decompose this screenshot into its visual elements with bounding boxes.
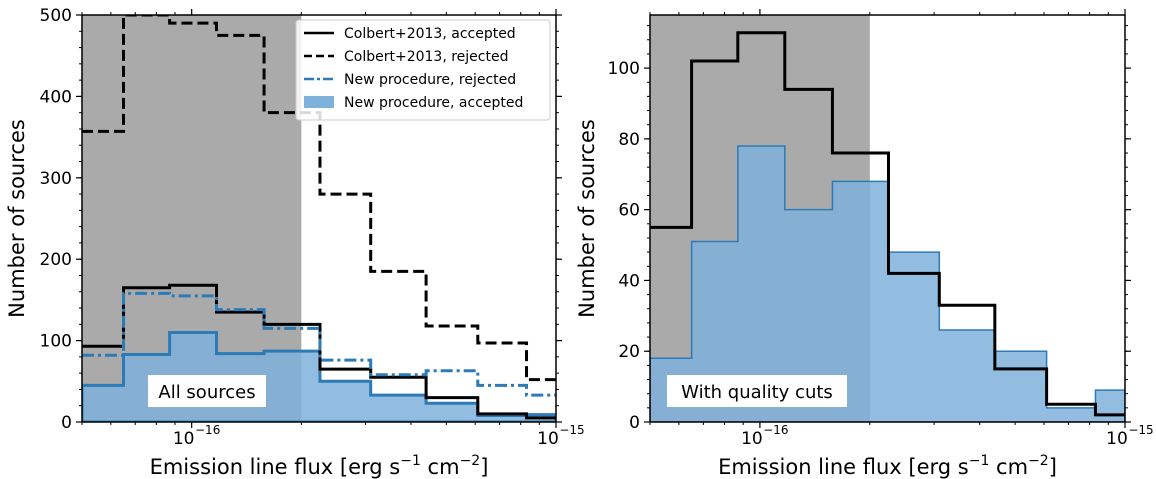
x-tick-exponent: −16 <box>195 423 220 437</box>
x-axis-label-part: −2 <box>460 453 481 469</box>
histogram-line-1 <box>82 15 556 382</box>
legend-label: Colbert+2013, accepted <box>344 26 516 42</box>
x-tick-exponent: −16 <box>763 423 788 437</box>
x-tick-exponent: −15 <box>1128 423 1153 437</box>
panel-label: All sources <box>158 382 255 403</box>
y-tick-label: 0 <box>629 413 640 433</box>
x-tick-label: 10 <box>173 429 195 449</box>
x-tick-exponent: −15 <box>559 423 584 437</box>
legend-swatch <box>304 96 334 108</box>
panel-label-box <box>148 375 266 407</box>
y-tick-label: 100 <box>608 59 640 79</box>
legend-label: Colbert+2013, rejected <box>344 49 509 65</box>
x-axis-label-part: −1 <box>969 453 990 469</box>
y-tick-label: 100 <box>40 332 72 352</box>
y-tick-label: 60 <box>618 201 640 221</box>
plot-frame <box>81 14 557 423</box>
x-axis-label-part: Emission line flux [erg s <box>150 455 401 479</box>
x-tick-label: 10 <box>537 429 559 449</box>
x-axis-label-part: cm <box>421 455 460 479</box>
x-axis-label: Emission line flux [erg s−1 cm−2] <box>150 453 489 479</box>
plot-area <box>650 15 1125 422</box>
y-tick-label: 80 <box>618 130 640 150</box>
y-tick-label: 400 <box>40 87 72 107</box>
x-axis-label-part: −1 <box>400 453 421 469</box>
legend: Colbert+2013, accepted Colbert+2013, reje… <box>295 19 551 121</box>
y-tick-label: 40 <box>618 271 640 291</box>
x-axis-label-part: −2 <box>1028 453 1049 469</box>
y-axis-label: Number of sources <box>575 119 599 318</box>
y-tick-label: 0 <box>61 413 72 433</box>
panel-label: With quality cuts <box>681 382 833 403</box>
x-axis-label-part: ] <box>480 455 488 479</box>
y-tick-label: 20 <box>618 342 640 362</box>
x-tick-label: 10 <box>1106 429 1128 449</box>
y-tick-label: 500 <box>40 6 72 26</box>
y-axis-label: Number of sources <box>5 119 29 318</box>
x-axis-label: Emission line flux [erg s−1 cm−2] <box>718 453 1057 479</box>
legend-frame <box>295 19 551 121</box>
x-axis-label-part: cm <box>989 455 1028 479</box>
plot-frame <box>649 14 1126 423</box>
legend-label: New procedure, rejected <box>344 72 516 88</box>
histogram-line-0 <box>650 31 1125 417</box>
x-axis-label-part: Emission line flux [erg s <box>718 455 969 479</box>
panel-label-box <box>667 375 847 407</box>
y-tick-label: 200 <box>40 250 72 270</box>
y-tick-label: 300 <box>40 169 72 189</box>
histogram-line-2 <box>82 291 556 397</box>
legend-label: New procedure, accepted <box>344 95 523 111</box>
x-tick-label: 10 <box>741 429 763 449</box>
x-axis-label-part: ] <box>1049 455 1057 479</box>
